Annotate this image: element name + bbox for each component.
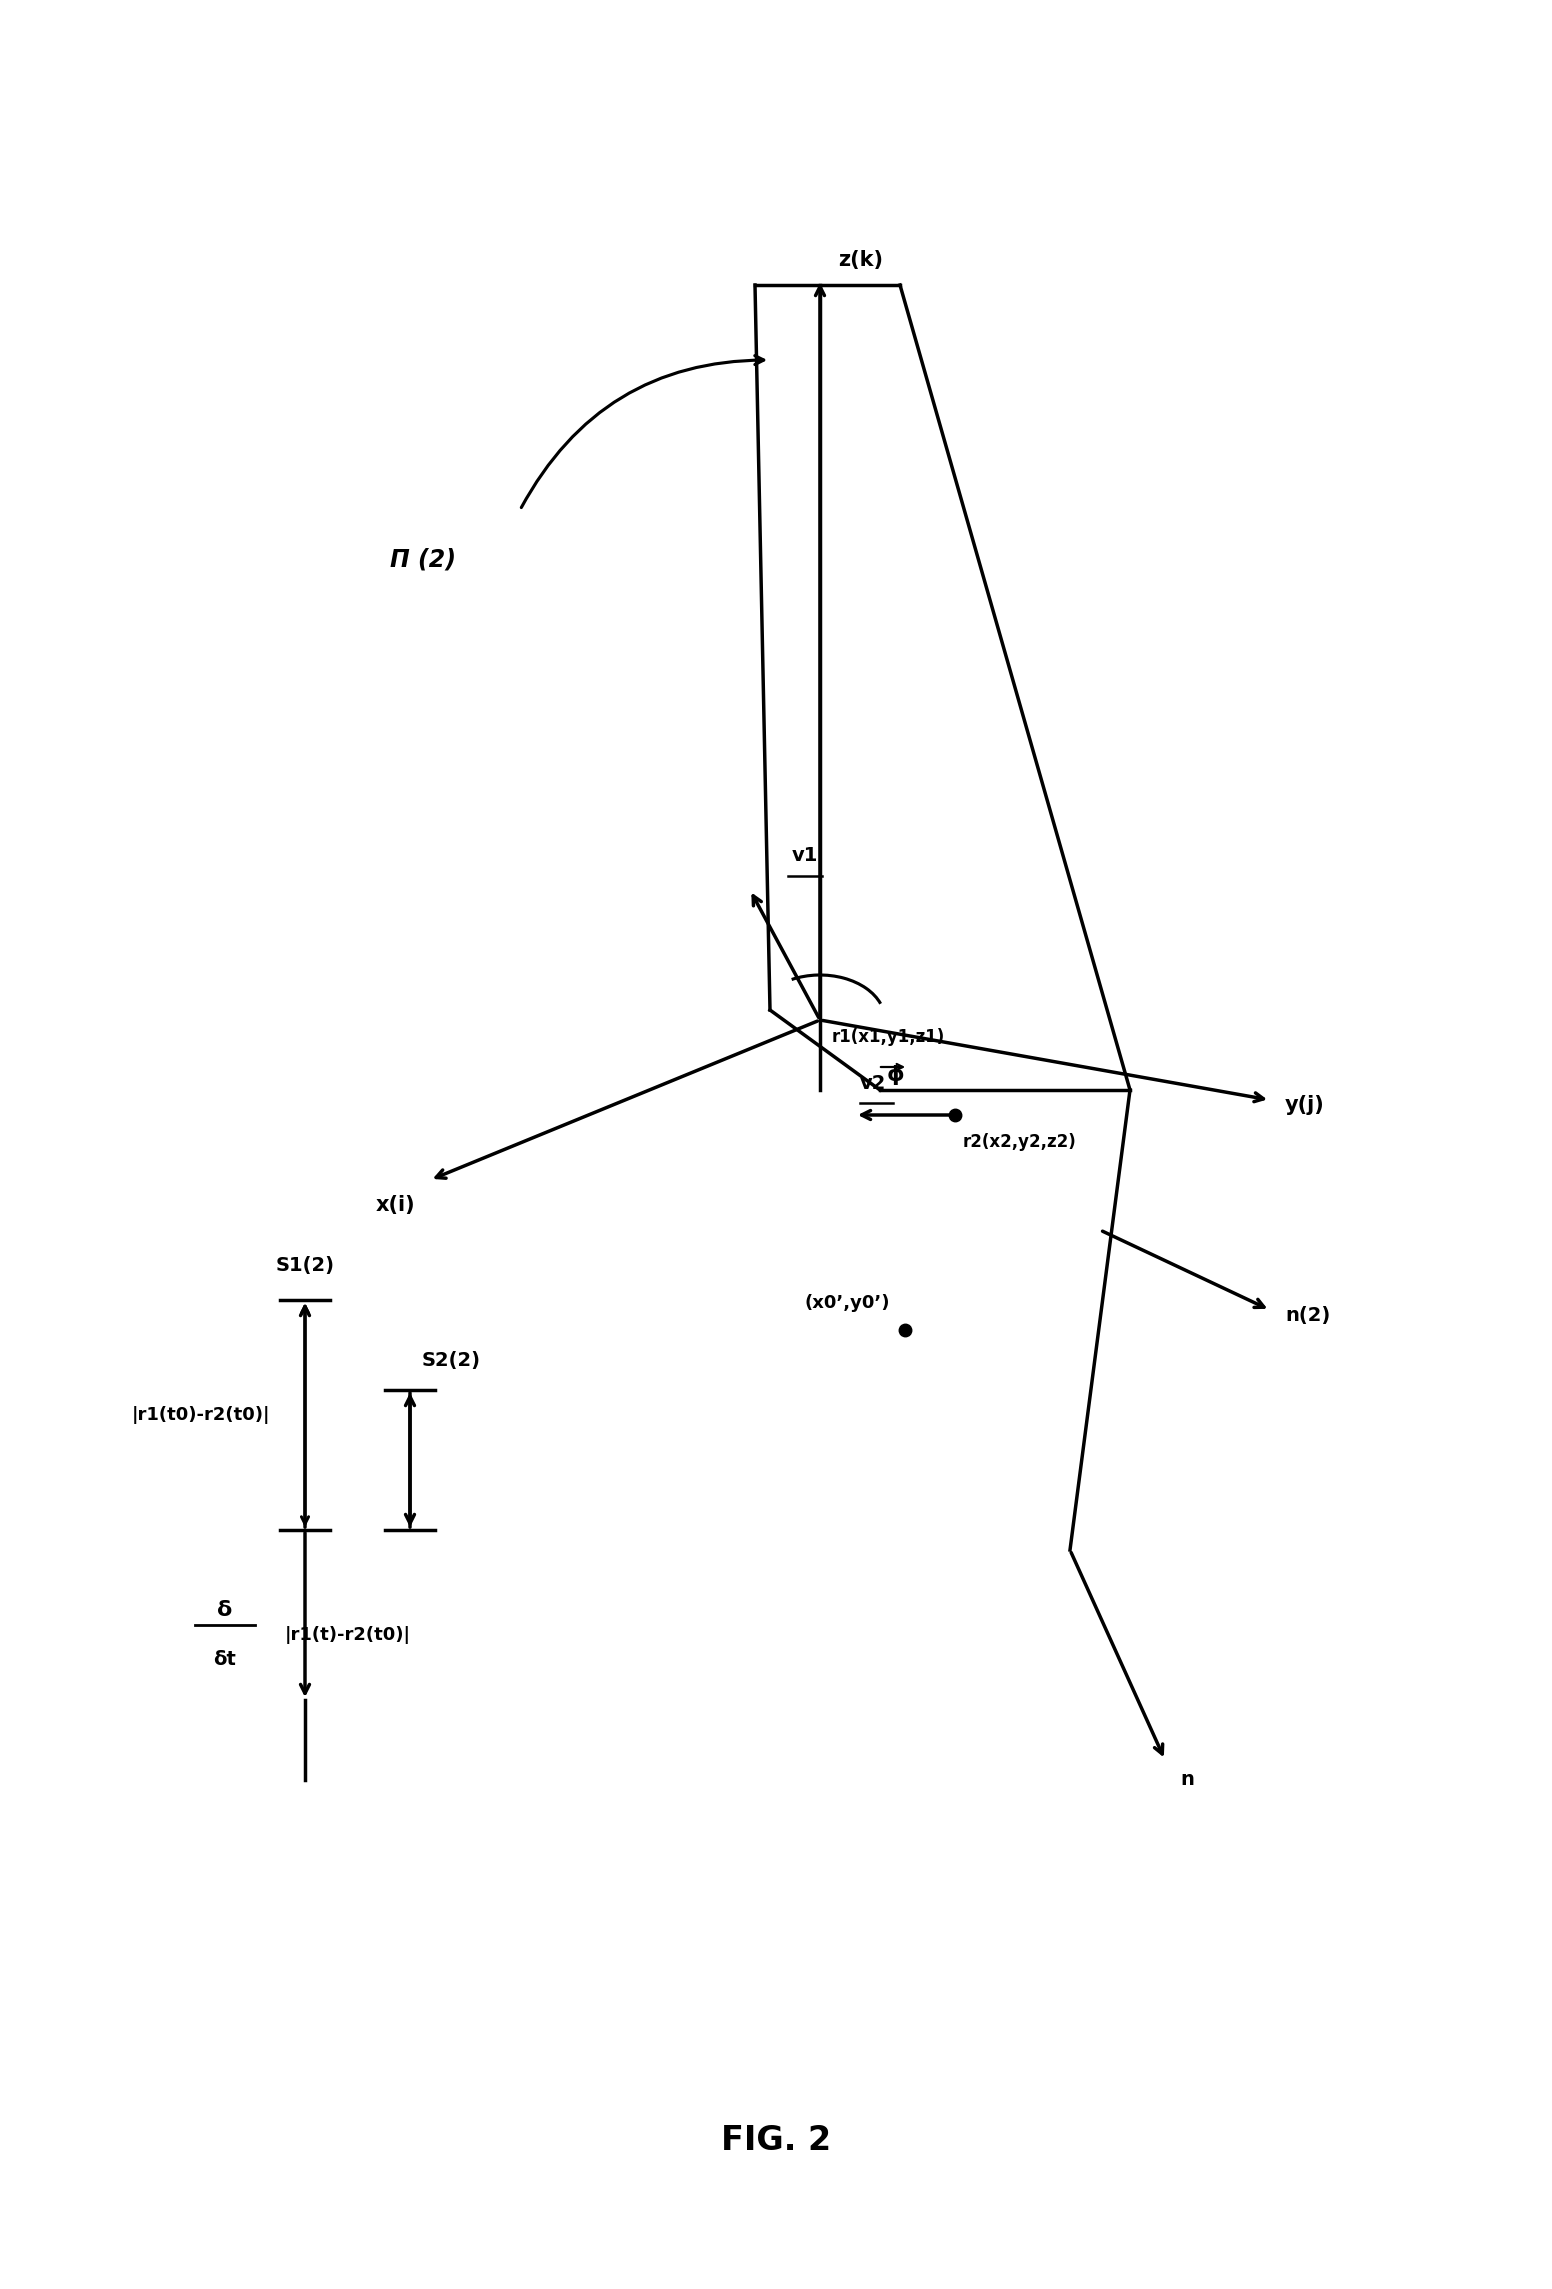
Text: δ: δ xyxy=(217,1600,233,1621)
Text: |r1(t)-r2(t0)|: |r1(t)-r2(t0)| xyxy=(286,1625,411,1644)
Text: n(2): n(2) xyxy=(1285,1305,1330,1325)
Text: x(i): x(i) xyxy=(376,1195,414,1215)
Text: v2: v2 xyxy=(860,1074,886,1094)
Text: FIG. 2: FIG. 2 xyxy=(722,2124,830,2156)
Text: v1: v1 xyxy=(792,847,818,865)
Text: ϕ: ϕ xyxy=(886,1064,903,1085)
Text: S1(2): S1(2) xyxy=(276,1257,335,1275)
Text: n: n xyxy=(1180,1769,1193,1790)
Text: (x0’,y0’): (x0’,y0’) xyxy=(804,1293,889,1312)
Text: z(k): z(k) xyxy=(838,250,883,270)
Text: y(j): y(j) xyxy=(1285,1094,1325,1115)
Text: δt: δt xyxy=(214,1650,236,1669)
Text: r1(x1,y1,z1): r1(x1,y1,z1) xyxy=(832,1028,945,1046)
Text: S2(2): S2(2) xyxy=(422,1351,481,1371)
Text: |r1(t0)-r2(t0)|: |r1(t0)-r2(t0)| xyxy=(132,1405,270,1424)
FancyArrowPatch shape xyxy=(521,355,764,508)
Text: r2(x2,y2,z2): r2(x2,y2,z2) xyxy=(962,1133,1077,1151)
Text: Π (2): Π (2) xyxy=(390,547,456,572)
